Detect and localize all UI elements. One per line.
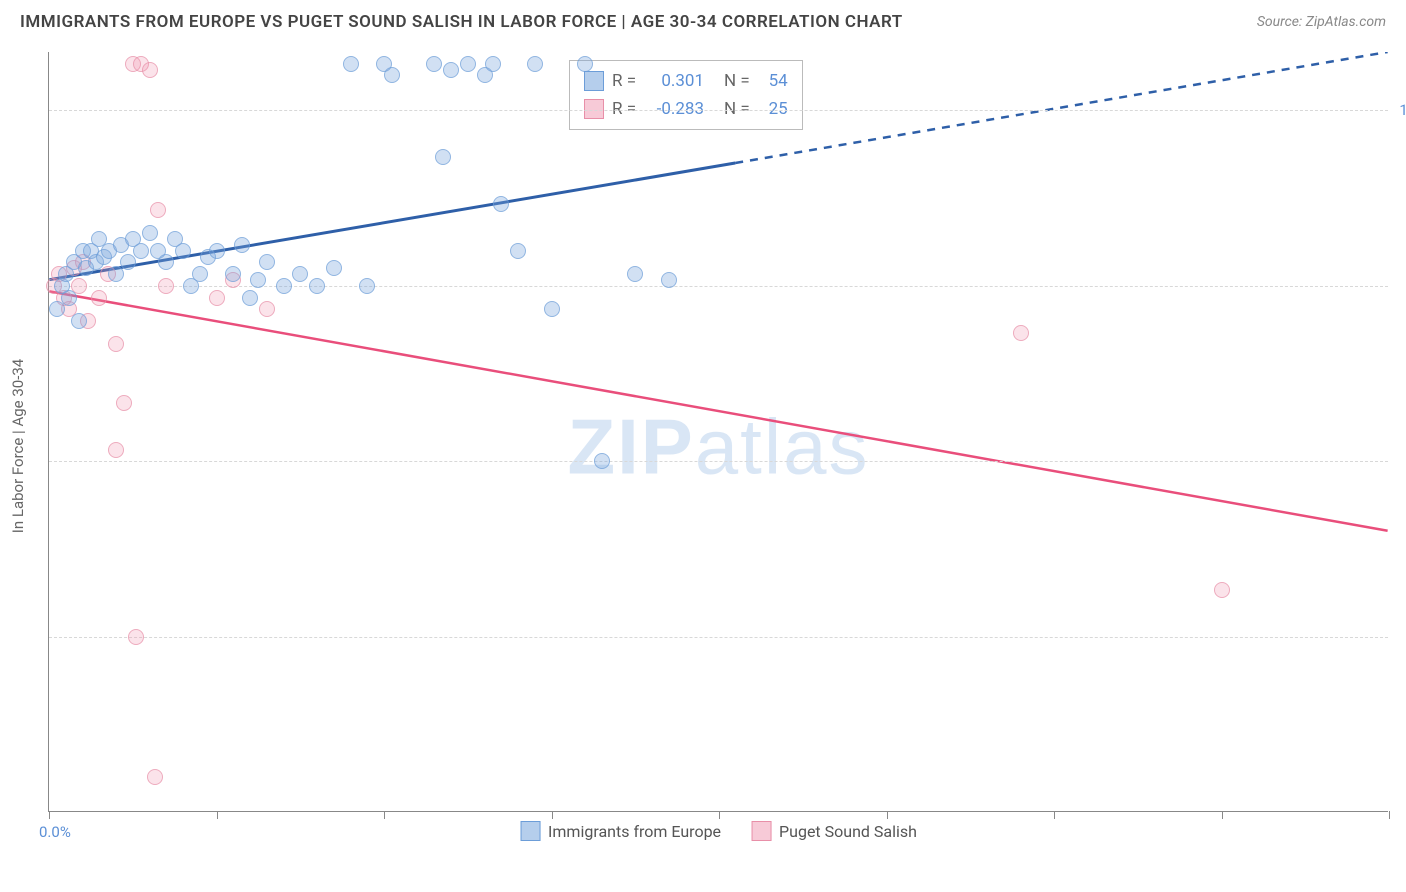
n-value: 25	[758, 95, 788, 123]
data-point	[120, 254, 136, 270]
n-label: N =	[724, 95, 750, 123]
data-point	[116, 395, 132, 411]
legend-swatch	[520, 821, 540, 841]
data-point	[147, 769, 163, 785]
x-tick	[552, 811, 553, 819]
x-tick	[1054, 811, 1055, 819]
data-point	[661, 272, 677, 288]
stat-row: R = -0.283 N = 25	[584, 95, 788, 123]
data-point	[359, 278, 375, 294]
scatter-chart: ZIPatlas R =0.301N =54R =-0.283N =25 Imm…	[48, 52, 1388, 812]
data-point	[384, 67, 400, 83]
data-point	[209, 243, 225, 259]
data-point	[510, 243, 526, 259]
data-point	[276, 278, 292, 294]
x-tick	[49, 811, 50, 819]
data-point	[175, 243, 191, 259]
trend-lines	[49, 52, 1388, 811]
x-tick	[887, 811, 888, 819]
data-point	[61, 290, 77, 306]
data-point	[142, 225, 158, 241]
legend-label: Immigrants from Europe	[548, 822, 721, 841]
data-point	[527, 56, 543, 72]
data-point	[91, 290, 107, 306]
data-point	[242, 290, 258, 306]
legend-swatch	[751, 821, 771, 841]
r-value: 0.301	[644, 67, 704, 95]
data-point	[158, 278, 174, 294]
n-label: N =	[724, 67, 750, 95]
data-point	[1013, 325, 1029, 341]
data-point	[443, 62, 459, 78]
gridline	[49, 110, 1388, 111]
data-point	[544, 301, 560, 317]
legend-item: Immigrants from Europe	[520, 821, 721, 841]
r-label: R =	[612, 95, 636, 123]
y-tick-label: 55.0%	[1392, 628, 1406, 646]
legend-label: Puget Sound Salish	[779, 822, 917, 841]
y-tick-label: 70.0%	[1392, 452, 1406, 470]
data-point	[108, 336, 124, 352]
data-point	[71, 313, 87, 329]
x-tick	[217, 811, 218, 819]
data-point	[192, 266, 208, 282]
stat-row: R = 0.301 N = 54	[584, 67, 788, 95]
data-point	[627, 266, 643, 282]
data-point	[343, 56, 359, 72]
gridline	[49, 286, 1388, 287]
data-point	[1214, 582, 1230, 598]
data-point	[158, 254, 174, 270]
data-point	[326, 260, 342, 276]
data-point	[493, 196, 509, 212]
x-tick	[719, 811, 720, 819]
data-point	[577, 56, 593, 72]
n-value: 54	[758, 67, 788, 95]
data-point	[225, 266, 241, 282]
data-point	[292, 266, 308, 282]
x-axis-min: 0.0%	[39, 823, 71, 841]
y-tick-label: 85.0%	[1392, 277, 1406, 295]
gridline	[49, 637, 1388, 638]
x-tick	[1389, 811, 1390, 819]
data-point	[209, 290, 225, 306]
data-point	[435, 149, 451, 165]
y-tick-label: 100.0%	[1392, 101, 1406, 119]
data-point	[234, 237, 250, 253]
data-point	[142, 62, 158, 78]
data-point	[133, 243, 149, 259]
r-label: R =	[612, 67, 636, 95]
source-label: Source: ZipAtlas.com	[1257, 14, 1386, 30]
gridline	[49, 461, 1388, 462]
correlation-stat-box: R = 0.301 N = 54 R = -0.283 N = 25	[569, 60, 803, 130]
y-axis-label: In Labor Force | Age 30-34	[9, 359, 27, 533]
data-point	[309, 278, 325, 294]
r-value: -0.283	[644, 95, 704, 123]
legend-swatch	[584, 99, 604, 119]
data-point	[150, 202, 166, 218]
watermark: ZIPatlas	[567, 401, 869, 492]
legend-swatch	[584, 71, 604, 91]
data-point	[485, 56, 501, 72]
x-tick	[384, 811, 385, 819]
data-point	[250, 272, 266, 288]
data-point	[108, 442, 124, 458]
data-point	[460, 56, 476, 72]
data-point	[259, 254, 275, 270]
data-point	[594, 453, 610, 469]
data-point	[426, 56, 442, 72]
x-tick	[1222, 811, 1223, 819]
data-point	[259, 301, 275, 317]
data-point	[128, 629, 144, 645]
legend-item: Puget Sound Salish	[751, 821, 917, 841]
series-legend: Immigrants from Europe Puget Sound Salish	[520, 821, 917, 841]
chart-title: IMMIGRANTS FROM EUROPE VS PUGET SOUND SA…	[20, 12, 903, 32]
